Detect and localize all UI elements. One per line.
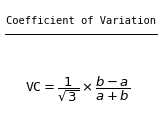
Text: Coefficient of Variation: Coefficient of Variation <box>6 16 156 26</box>
Text: $\mathregular{VC} = \dfrac{1}{\sqrt{3}} \times \dfrac{b - a}{a + b}$: $\mathregular{VC} = \dfrac{1}{\sqrt{3}} … <box>25 74 130 104</box>
